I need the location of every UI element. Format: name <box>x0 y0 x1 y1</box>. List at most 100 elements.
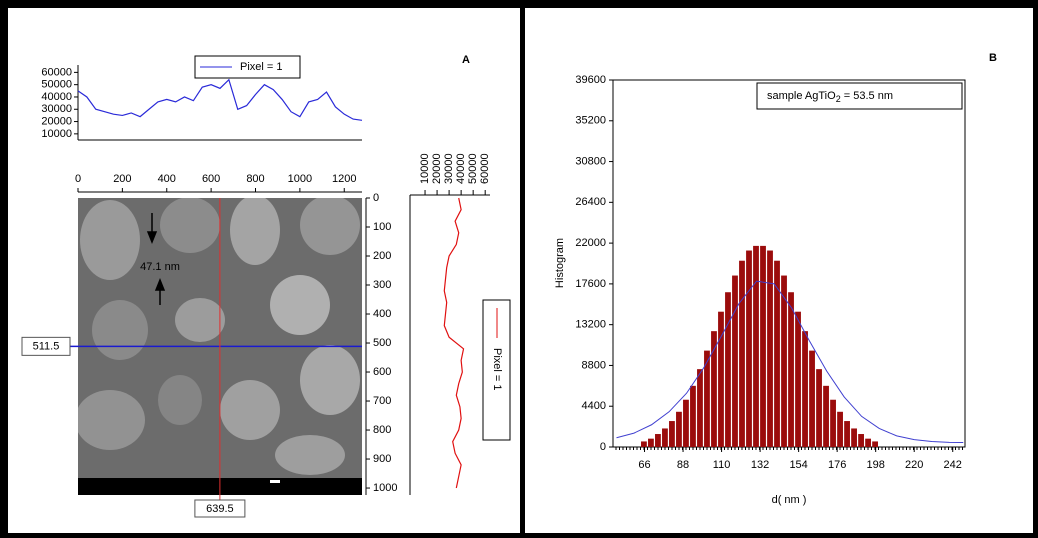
x-tick-label: 60000 <box>479 153 491 184</box>
y-tick-label: 40000 <box>41 91 72 103</box>
x-tick-label: 110 <box>713 459 731 471</box>
y-tick-label: 100 <box>373 221 391 233</box>
y-tick-label: 500 <box>373 337 391 349</box>
bar <box>676 411 682 447</box>
y-tick-label: 4400 <box>582 400 606 412</box>
x-axis-label: d( nm ) <box>772 494 807 506</box>
x-tick-label: 176 <box>828 459 846 471</box>
x-tick-label: 154 <box>789 459 807 471</box>
y-tick-label: 800 <box>373 424 391 436</box>
x-tick-label: 400 <box>158 173 176 185</box>
x-tick-label: 0 <box>75 173 81 185</box>
label-box <box>194 499 246 518</box>
arrow <box>146 213 158 245</box>
bar <box>837 411 843 447</box>
crosshair-x-label: 639.5 <box>206 503 234 515</box>
y-tick-label: 8800 <box>582 359 606 371</box>
x-tick-label: 132 <box>751 459 769 471</box>
annotation-text: sample AgTiO <box>767 90 836 102</box>
bar <box>865 438 871 447</box>
y-tick-label: 600 <box>373 366 391 378</box>
bar <box>725 292 731 447</box>
bar <box>844 421 850 447</box>
legend-box <box>194 55 301 79</box>
bar <box>704 350 710 447</box>
annotation: 47.1 nm <box>140 261 180 273</box>
x-tick-label: 198 <box>867 459 885 471</box>
bar <box>795 311 801 447</box>
bar <box>732 275 738 447</box>
x-tick-label: 1200 <box>332 173 356 185</box>
bar <box>648 438 654 447</box>
x-tick-label: 200 <box>113 173 131 185</box>
legend-label: Pixel = 1 <box>491 348 503 391</box>
x-tick-label: 1000 <box>288 173 312 185</box>
y-tick-label: 60000 <box>41 66 72 78</box>
bar <box>718 311 724 447</box>
x-tick-label: 20000 <box>431 153 443 184</box>
x-tick-label: 40000 <box>455 153 467 184</box>
bar <box>711 331 717 447</box>
bar <box>767 250 773 447</box>
bar <box>781 275 787 447</box>
y-tick-label: 900 <box>373 453 391 465</box>
y-tick-label: 30800 <box>575 155 606 167</box>
y-tick-label: 200 <box>373 250 391 262</box>
y-tick-label: 20000 <box>41 115 72 127</box>
bar <box>690 385 696 447</box>
y-tick-label: 400 <box>373 308 391 320</box>
bar <box>669 421 675 447</box>
bar <box>655 434 661 447</box>
y-tick-label: 22000 <box>575 237 606 249</box>
y-tick-label: 26400 <box>575 196 606 208</box>
profile-line <box>443 197 465 489</box>
x-tick-label: 220 <box>905 459 923 471</box>
bar <box>788 292 794 447</box>
bar <box>683 399 689 447</box>
y-tick-label: 0 <box>600 441 606 453</box>
y-tick-label: 10000 <box>41 128 72 140</box>
x-tick-label: 88 <box>677 459 689 471</box>
x-tick-label: 800 <box>246 173 264 185</box>
bar <box>858 434 864 447</box>
bar <box>746 250 752 447</box>
bar <box>802 331 808 447</box>
bar <box>739 260 745 447</box>
panel-label: A <box>462 54 470 66</box>
x-tick-label: 10000 <box>419 153 431 184</box>
bar <box>662 428 668 447</box>
y-tick-label: 1000 <box>373 482 397 494</box>
annotation-text: = 53.5 nm <box>841 90 893 102</box>
bar <box>872 441 878 447</box>
legend-label: Pixel = 1 <box>240 61 283 73</box>
annotation: sample AgTiO2 = 53.5 nm <box>767 90 893 104</box>
crosshair-y-label: 511.5 <box>33 340 60 352</box>
x-tick-label: 600 <box>202 173 220 185</box>
label-box <box>21 336 71 356</box>
profile-line <box>77 78 363 121</box>
bar <box>753 245 759 447</box>
bar <box>760 245 766 447</box>
bar <box>697 369 703 447</box>
bar <box>641 441 647 447</box>
y-tick-label: 13200 <box>575 319 606 331</box>
panel-label: B <box>989 52 997 64</box>
x-tick-label: 50000 <box>467 153 479 184</box>
y-tick-label: 35200 <box>575 115 606 127</box>
x-tick-label: 242 <box>944 459 962 471</box>
bar <box>823 385 829 447</box>
y-tick-label: 30000 <box>41 103 72 115</box>
y-tick-label: 300 <box>373 279 391 291</box>
y-tick-label: 50000 <box>41 79 72 91</box>
bar <box>851 428 857 447</box>
bar <box>830 399 836 447</box>
y-tick-label: 700 <box>373 395 391 407</box>
annotation-box <box>756 82 963 110</box>
y-tick-label: 0 <box>373 192 379 204</box>
x-tick-label: 30000 <box>443 153 455 184</box>
bar <box>774 260 780 447</box>
arrow <box>154 277 166 305</box>
y-axis-label: Histogram <box>554 238 566 288</box>
y-tick-label: 17600 <box>575 278 606 290</box>
